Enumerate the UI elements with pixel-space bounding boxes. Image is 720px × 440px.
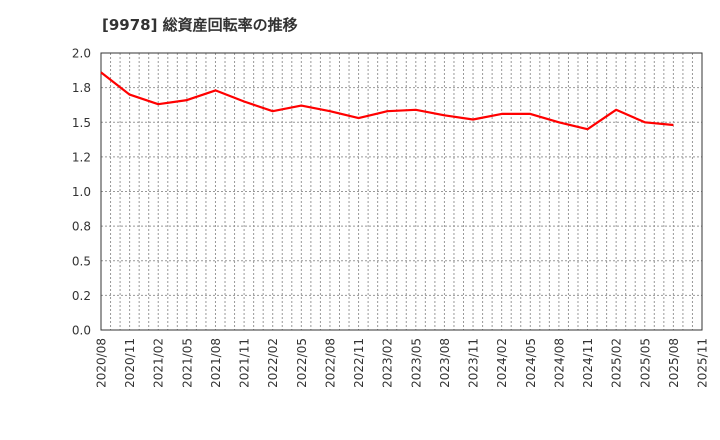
x-tick-label: 2023/02 bbox=[381, 338, 395, 388]
x-tick-label: 2025/02 bbox=[610, 338, 624, 388]
y-tick-label: 1.8 bbox=[72, 81, 91, 95]
x-tick-label: 2024/08 bbox=[552, 338, 566, 388]
x-tick-label: 2021/08 bbox=[209, 338, 223, 388]
x-tick-label: 2023/08 bbox=[438, 338, 452, 388]
y-axis-tick-labels: 0.0 0.2 0.5 0.8 1.0 1.2 1.5 1.8 2.0 bbox=[72, 47, 91, 338]
x-tick-label: 2025/05 bbox=[638, 338, 652, 388]
x-tick-label: 2023/11 bbox=[467, 338, 481, 388]
plot-frame bbox=[100, 52, 703, 331]
x-tick-label: 2020/08 bbox=[95, 338, 109, 388]
y-tick-label: 0.8 bbox=[72, 220, 91, 234]
x-tick-label: 2020/11 bbox=[123, 338, 137, 388]
x-axis-tick-labels: 2020/08 2020/11 2021/02 2021/05 2021/08 2021/… bbox=[95, 338, 710, 388]
x-tick-label: 2023/05 bbox=[409, 338, 423, 388]
horizontal-gridlines bbox=[101, 87, 702, 296]
y-tick-label: 1.5 bbox=[72, 116, 91, 130]
x-tick-label: 2022/02 bbox=[266, 338, 280, 388]
x-tick-label: 2021/02 bbox=[152, 338, 166, 388]
y-tick-label: 1.2 bbox=[72, 150, 91, 164]
x-tick-label: 2022/11 bbox=[352, 338, 366, 388]
y-tick-label: 0.0 bbox=[72, 324, 91, 338]
chart-title: [9978] 総資産回転率の推移 bbox=[102, 16, 298, 34]
x-tick-label: 2022/08 bbox=[323, 338, 337, 388]
x-tick-label: 2024/05 bbox=[524, 338, 538, 388]
x-tick-label: 2025/08 bbox=[667, 338, 681, 388]
x-tick-label: 2022/05 bbox=[295, 338, 309, 388]
y-tick-label: 1.0 bbox=[72, 185, 91, 199]
y-tick-label: 0.5 bbox=[72, 254, 91, 268]
x-tick-label: 2021/11 bbox=[238, 338, 252, 388]
series-line-total-asset-turnover bbox=[100, 71, 674, 131]
x-tick-label: 2024/11 bbox=[581, 338, 595, 388]
x-tick-label: 2021/05 bbox=[180, 338, 194, 388]
x-tick-label: 2024/02 bbox=[495, 338, 509, 388]
y-tick-label: 0.2 bbox=[72, 289, 91, 303]
x-tick-label: 2025/11 bbox=[696, 338, 710, 388]
y-tick-label: 2.0 bbox=[72, 47, 91, 61]
